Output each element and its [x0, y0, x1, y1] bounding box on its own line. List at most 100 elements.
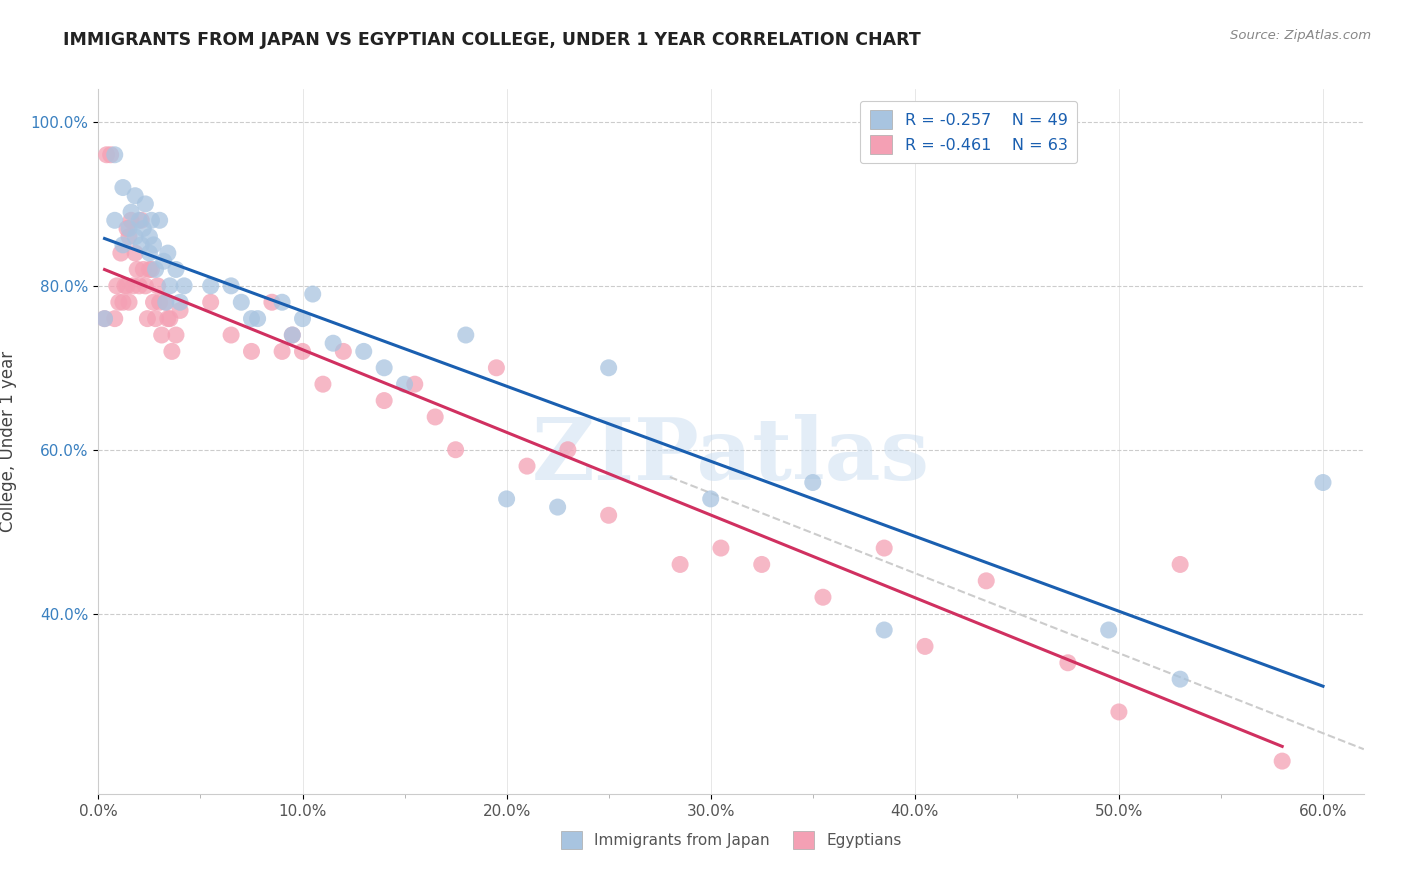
- Point: [1271, 754, 1294, 768]
- Point: [134, 197, 156, 211]
- Point: [200, 295, 222, 310]
- Point: [159, 311, 181, 326]
- Point: [173, 278, 195, 293]
- Point: [801, 475, 824, 490]
- Point: [353, 344, 375, 359]
- Point: [219, 328, 242, 343]
- Point: [454, 328, 477, 343]
- Point: [115, 221, 138, 235]
- Point: [281, 328, 304, 343]
- Point: [246, 311, 269, 326]
- Point: [1108, 705, 1130, 719]
- Point: [291, 344, 314, 359]
- Point: [111, 180, 134, 194]
- Point: [134, 278, 156, 293]
- Point: [231, 295, 253, 310]
- Point: [149, 213, 172, 227]
- Point: [322, 336, 344, 351]
- Point: [115, 278, 138, 293]
- Point: [149, 295, 172, 310]
- Point: [138, 229, 160, 244]
- Point: [104, 213, 127, 227]
- Point: [160, 344, 183, 359]
- Point: [200, 278, 222, 293]
- Point: [169, 295, 191, 310]
- Point: [118, 295, 141, 310]
- Point: [122, 278, 145, 293]
- Point: [485, 360, 508, 375]
- Point: [751, 558, 773, 572]
- Point: [114, 278, 136, 293]
- Point: [394, 377, 416, 392]
- Point: [155, 295, 177, 310]
- Point: [1168, 672, 1191, 686]
- Point: [699, 491, 721, 506]
- Point: [120, 213, 142, 227]
- Point: [165, 328, 187, 343]
- Point: [165, 262, 187, 277]
- Point: [132, 221, 155, 235]
- Point: [142, 295, 165, 310]
- Point: [240, 311, 263, 326]
- Point: [138, 246, 160, 260]
- Point: [155, 295, 177, 310]
- Point: [219, 278, 242, 293]
- Point: [156, 246, 179, 260]
- Point: [93, 311, 115, 326]
- Point: [169, 303, 191, 318]
- Point: [128, 213, 150, 227]
- Point: [100, 147, 122, 161]
- Point: [373, 393, 395, 408]
- Point: [271, 295, 294, 310]
- Point: [142, 238, 165, 252]
- Point: [811, 591, 834, 605]
- Point: [271, 344, 294, 359]
- Point: [124, 229, 146, 244]
- Point: [598, 508, 620, 523]
- Point: [914, 640, 936, 654]
- Text: IMMIGRANTS FROM JAPAN VS EGYPTIAN COLLEGE, UNDER 1 YEAR CORRELATION CHART: IMMIGRANTS FROM JAPAN VS EGYPTIAN COLLEG…: [63, 31, 921, 49]
- Point: [240, 344, 263, 359]
- Point: [873, 623, 896, 637]
- Point: [557, 442, 579, 457]
- Point: [332, 344, 354, 359]
- Text: Source: ZipAtlas.com: Source: ZipAtlas.com: [1230, 29, 1371, 42]
- Point: [129, 213, 152, 227]
- Point: [141, 262, 163, 277]
- Point: [1098, 623, 1121, 637]
- Point: [146, 278, 169, 293]
- Point: [136, 311, 159, 326]
- Point: [373, 360, 395, 375]
- Point: [145, 311, 167, 326]
- Point: [404, 377, 426, 392]
- Point: [1057, 656, 1080, 670]
- Text: ZIPatlas: ZIPatlas: [531, 414, 931, 498]
- Legend: Immigrants from Japan, Egyptians: Immigrants from Japan, Egyptians: [553, 824, 910, 856]
- Point: [93, 311, 115, 326]
- Y-axis label: College, Under 1 year: College, Under 1 year: [0, 351, 17, 533]
- Point: [301, 287, 323, 301]
- Point: [129, 238, 152, 252]
- Point: [105, 278, 128, 293]
- Point: [108, 295, 131, 310]
- Point: [547, 500, 569, 514]
- Point: [120, 205, 142, 219]
- Point: [111, 295, 134, 310]
- Point: [425, 409, 447, 424]
- Point: [124, 188, 146, 202]
- Point: [291, 311, 314, 326]
- Point: [159, 278, 181, 293]
- Point: [260, 295, 283, 310]
- Point: [710, 541, 733, 555]
- Point: [145, 262, 167, 277]
- Point: [669, 558, 692, 572]
- Point: [873, 541, 896, 555]
- Point: [516, 459, 538, 474]
- Point: [598, 360, 620, 375]
- Point: [974, 574, 997, 588]
- Point: [127, 262, 149, 277]
- Point: [312, 377, 335, 392]
- Point: [1168, 558, 1191, 572]
- Point: [150, 328, 173, 343]
- Point: [110, 246, 132, 260]
